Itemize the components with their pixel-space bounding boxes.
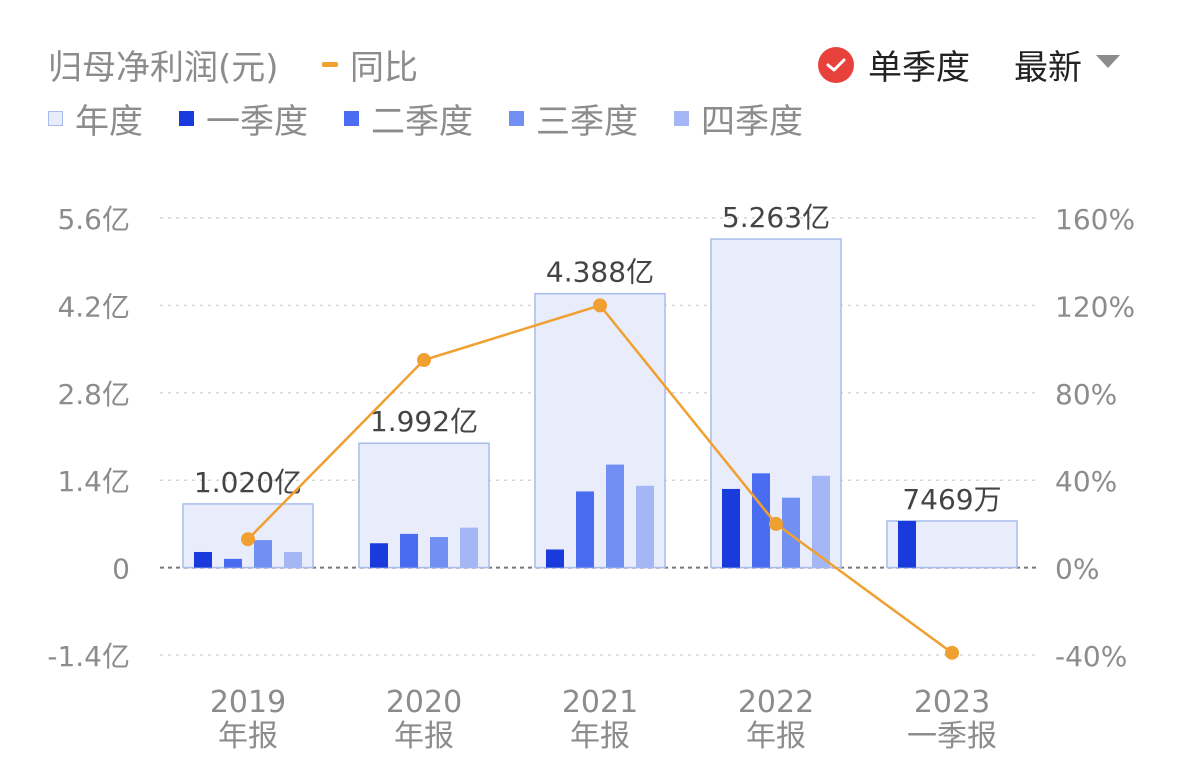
legend-label-q1: 一季度	[206, 102, 308, 142]
y-left-tick-label: 0	[112, 553, 130, 586]
yoy-legend: 同比	[322, 40, 418, 89]
quarter-bar	[606, 464, 624, 568]
legend-label-q3: 三季度	[536, 102, 638, 142]
legend-item-q1[interactable]: 一季度	[179, 94, 308, 143]
x-tick-label: 2020	[386, 685, 462, 720]
annual-value-label: 4.388亿	[546, 256, 654, 289]
y-right-tick-label: 120%	[1055, 290, 1135, 323]
chart-title: 归母净利润(元)	[48, 48, 279, 88]
quarter-bar	[194, 551, 212, 568]
legend-swatch-q1	[179, 111, 194, 126]
legend-item-q4[interactable]: 四季度	[674, 94, 803, 143]
quarter-bar	[576, 491, 594, 568]
y-left-tick-label: 1.4亿	[57, 465, 130, 498]
annual-value-label: 1.992亿	[370, 405, 478, 438]
y-left-tick-label: 4.2亿	[57, 290, 130, 323]
legend-item-q2[interactable]: 二季度	[344, 94, 473, 143]
x-tick-label: 2019	[210, 685, 286, 720]
caret-down-icon	[1096, 55, 1120, 68]
quarter-bar	[254, 540, 272, 568]
single-quarter-toggle[interactable]: 单季度	[818, 40, 970, 89]
legend-item-annual[interactable]: 年度	[48, 94, 143, 143]
yoy-line-swatch	[322, 62, 338, 67]
y-left-tick-label: -1.4亿	[47, 640, 130, 673]
quarter-bar	[898, 520, 916, 568]
y-right-tick-label: -40%	[1055, 640, 1127, 673]
annual-value-label: 1.020亿	[194, 466, 302, 499]
y-right-tick-label: 80%	[1055, 378, 1117, 411]
quarter-bar	[430, 537, 448, 568]
legend-label-q4: 四季度	[701, 102, 803, 142]
quarter-bar	[752, 473, 770, 568]
legend-item-q3[interactable]: 三季度	[509, 94, 638, 143]
yoy-point	[593, 298, 607, 313]
y-left-tick-label: 5.6亿	[57, 203, 130, 236]
quarter-bar	[782, 497, 800, 568]
legend-swatch-q2	[344, 111, 359, 126]
x-tick-label: 2023	[914, 685, 990, 720]
x-tick-label: 年报	[570, 719, 630, 754]
yoy-point	[945, 645, 959, 660]
check-icon	[818, 46, 854, 83]
yoy-point	[417, 353, 431, 368]
x-tick-label: 2022	[738, 685, 814, 720]
quarter-bar	[400, 533, 418, 568]
series-legend: 年度 一季度 二季度 三季度 四季度	[48, 94, 839, 143]
y-right-tick-label: 160%	[1055, 203, 1135, 236]
sort-dropdown[interactable]: 最新	[1014, 40, 1120, 89]
x-tick-label: 一季报	[907, 719, 997, 754]
y-right-tick-label: 0%	[1055, 553, 1099, 586]
y-right-tick-label: 40%	[1055, 465, 1117, 498]
x-tick-label: 年报	[218, 719, 278, 754]
yoy-point	[241, 532, 255, 547]
annual-value-label: 7469万	[902, 483, 1001, 516]
quarter-bar	[636, 485, 654, 568]
single-quarter-label: 单季度	[868, 48, 970, 88]
sort-dropdown-label: 最新	[1014, 48, 1082, 88]
yoy-point	[769, 516, 783, 531]
quarter-bar	[812, 475, 830, 568]
legend-label-q2: 二季度	[371, 102, 473, 142]
x-tick-label: 年报	[746, 719, 806, 754]
quarter-bar	[370, 543, 388, 568]
annual-value-label: 5.263亿	[722, 201, 830, 234]
legend-swatch-q3	[509, 111, 524, 126]
legend-label-annual: 年度	[75, 102, 143, 142]
quarter-bar	[224, 558, 242, 568]
x-tick-label: 2021	[562, 685, 638, 720]
quarter-bar	[546, 549, 564, 568]
legend-swatch-q4	[674, 111, 689, 126]
yoy-legend-label: 同比	[350, 48, 418, 88]
legend-swatch-annual	[48, 111, 63, 126]
quarter-bar	[722, 488, 740, 568]
quarter-bar	[460, 527, 478, 568]
x-tick-label: 年报	[394, 719, 454, 754]
quarter-bar	[284, 551, 302, 568]
y-left-tick-label: 2.8亿	[57, 378, 130, 411]
